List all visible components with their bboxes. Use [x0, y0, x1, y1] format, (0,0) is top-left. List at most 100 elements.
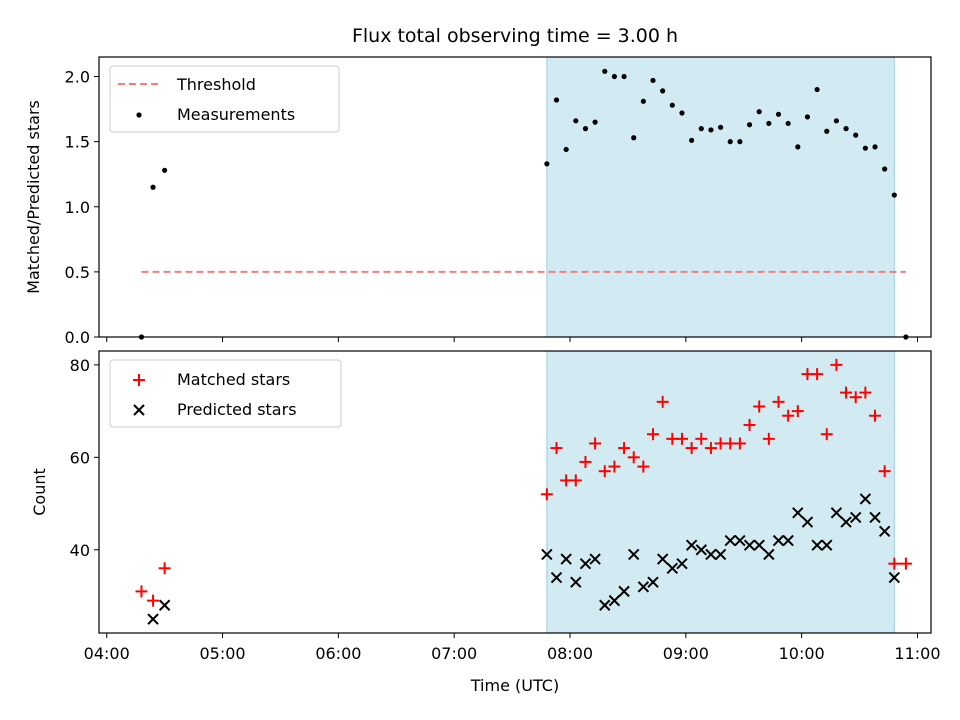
- measurement-point: [640, 98, 646, 104]
- matched-stars-point: [830, 358, 843, 371]
- measurement-point: [727, 139, 733, 145]
- matched-stars-point: [743, 418, 756, 431]
- predicted-stars-point: [608, 594, 621, 607]
- matched-stars-point: [704, 442, 717, 455]
- matched-stars-point: [820, 428, 833, 441]
- predicted-stars-point: [888, 571, 901, 584]
- predicted-stars-point: [628, 548, 640, 561]
- top-x-ticks: [106, 337, 918, 342]
- predicted-stars-point: [550, 571, 563, 584]
- predicted-stars-point: [589, 553, 601, 565]
- measurement-point: [162, 167, 168, 173]
- predicted-stars-point: [599, 599, 611, 611]
- matched-stars-point: [849, 391, 862, 404]
- predicted-stars-point: [772, 534, 785, 547]
- predicted-stars-point: [676, 557, 688, 570]
- predicted-stars-point: [656, 553, 669, 565]
- predicted-stars-point: [878, 525, 891, 538]
- matched-stars-point: [608, 460, 621, 473]
- x-tick-label: 07:00: [431, 644, 477, 663]
- matched-stars-point: [869, 409, 882, 422]
- predicted-stars-point: [859, 493, 872, 505]
- matched-stars-point: [627, 451, 640, 464]
- top-y-axis-label: Matched/Predicted stars: [24, 100, 43, 294]
- x-tick-label: 11:00: [894, 644, 940, 663]
- chart-title: Flux total observing time = 3.00 h: [352, 25, 678, 47]
- measurement-point: [573, 118, 579, 124]
- predicted-stars-point: [158, 599, 171, 611]
- matched-stars-point: [656, 395, 669, 408]
- measurement-point: [611, 73, 618, 80]
- matched-stars-point: [840, 386, 853, 399]
- matched-stars-point: [695, 432, 708, 445]
- predicted-stars-point: [685, 539, 698, 551]
- matched-stars-point: [899, 557, 912, 570]
- predicted-stars-point: [147, 613, 159, 625]
- measurement-point: [804, 114, 811, 120]
- top-y-tick-label: 0.0: [65, 328, 90, 347]
- top-panel: 0.00.51.01.52.0 Matched/Predicted stars …: [24, 56, 932, 347]
- top-y-tick-label: 1.0: [65, 198, 90, 217]
- measurement-point: [746, 122, 753, 128]
- bottom-legend: Matched stars Predicted stars: [109, 359, 342, 428]
- bottom-x-ticks: 04:00 05:00 06:00 07:00 08:00 09:00 10:00 11:00: [84, 633, 941, 663]
- predicted-stars-point: [570, 576, 582, 588]
- predicted-stars-point: [782, 534, 794, 547]
- matched-stars-point: [618, 442, 631, 455]
- matched-stars-point: [753, 400, 766, 413]
- predicted-stars-point: [753, 539, 765, 551]
- bottom-axes-frame: [98, 350, 932, 634]
- matched-stars-point: [733, 437, 746, 450]
- measurement-point: [708, 127, 714, 133]
- x-tick-label: 10:00: [779, 644, 825, 663]
- predicted-stars-point: [869, 511, 881, 524]
- top-y-tick-label: 1.5: [65, 133, 90, 152]
- top-y-tick-label: 2.0: [65, 68, 90, 87]
- matched-legend-marker: [133, 374, 145, 386]
- measurement-point: [582, 126, 589, 132]
- predicted-stars-point: [830, 507, 843, 519]
- measurement-point: [669, 102, 675, 108]
- predicted-stars-point: [724, 534, 736, 547]
- predicted-stars-point: [666, 562, 679, 574]
- matched-stars-point: [550, 442, 563, 455]
- matched-stars-point: [811, 368, 824, 381]
- matched-stars-point: [158, 562, 171, 575]
- x-tick-label: 05:00: [199, 644, 245, 663]
- predicted-stars-point: [560, 553, 572, 565]
- matched-stars-point: [637, 460, 650, 473]
- top-y-ticks: 0.0 0.5 1.0 1.5 2.0: [65, 68, 99, 347]
- predicted-legend-marker: [133, 404, 145, 416]
- matched-stars-point: [772, 395, 785, 408]
- predicted-legend-label: Predicted stars: [177, 400, 297, 419]
- measurement-point: [698, 126, 704, 132]
- measurement-point: [650, 77, 656, 84]
- matched-stars-point: [888, 557, 901, 570]
- measurement-point: [150, 184, 156, 190]
- top-legend-box: [109, 65, 340, 133]
- matched-stars-point: [598, 465, 611, 478]
- measurement-point: [824, 128, 830, 134]
- x-tick-label: 06:00: [315, 644, 361, 663]
- predicted-stars-point: [647, 576, 659, 588]
- measurement-point: [785, 120, 791, 127]
- measurement-point: [544, 161, 550, 167]
- measurement-point: [862, 145, 868, 151]
- top-y-tick-label: 0.5: [65, 263, 90, 282]
- measurement-point: [775, 111, 782, 117]
- measurement-point: [756, 109, 762, 115]
- threshold-legend-label: Threshold: [176, 75, 256, 94]
- x-tick-label: 09:00: [663, 644, 709, 663]
- measurement-point: [621, 73, 627, 80]
- matched-stars-point: [540, 488, 553, 501]
- predicted-stars-point: [637, 581, 650, 593]
- matched-stars-point: [589, 437, 602, 450]
- predicted-stars-point: [763, 548, 775, 561]
- bottom-observing-window-shade: [546, 350, 895, 634]
- matched-stars-point: [147, 594, 160, 607]
- predicted-stars-point: [850, 511, 862, 524]
- measurement-point: [882, 166, 888, 172]
- bottom-legend-box: [109, 359, 342, 428]
- measurement-point: [891, 192, 897, 198]
